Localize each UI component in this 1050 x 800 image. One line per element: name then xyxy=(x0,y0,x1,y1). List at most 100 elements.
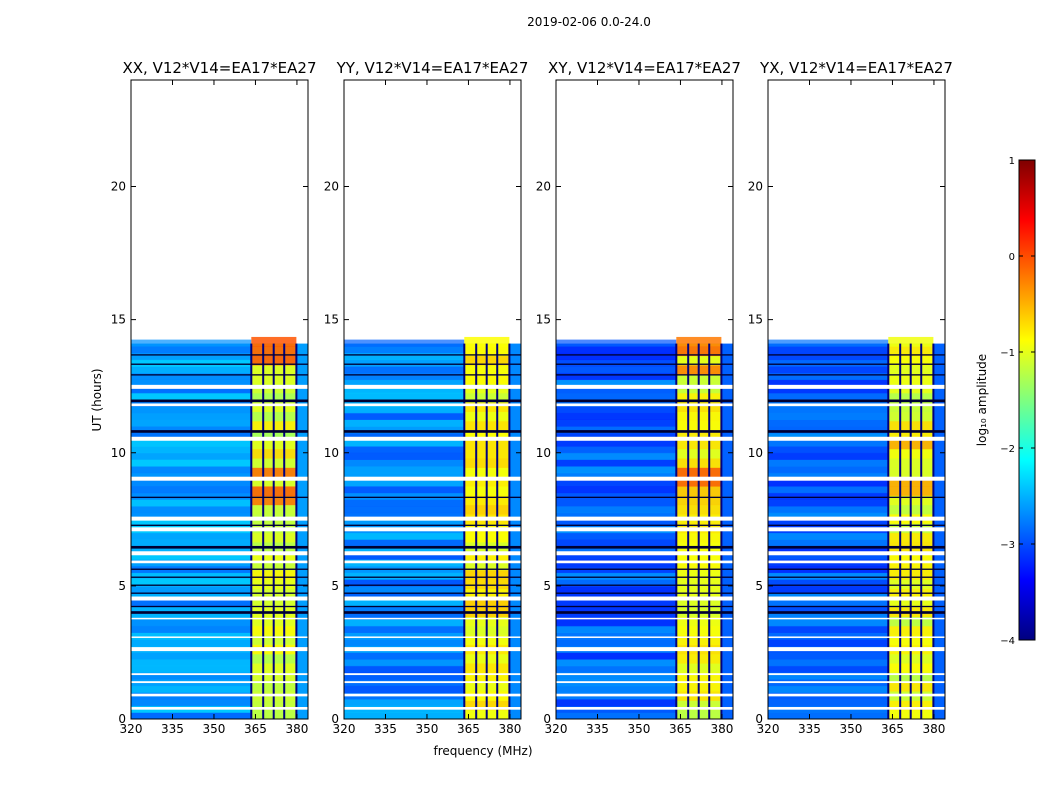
noise-row xyxy=(131,412,252,420)
noise-row xyxy=(556,685,677,693)
flagged-gap xyxy=(768,596,945,601)
axes-frame xyxy=(130,79,309,720)
noise-row xyxy=(131,492,252,500)
noise-row xyxy=(131,699,252,707)
noise-row xyxy=(768,605,889,613)
x-tick-label: 335 xyxy=(586,722,609,736)
noise-row xyxy=(768,699,889,707)
noise-row xyxy=(131,399,252,407)
noise-row xyxy=(131,612,252,620)
dark-row xyxy=(344,363,521,365)
noise-row xyxy=(768,406,889,414)
dark-row xyxy=(768,363,945,365)
flagged-gap xyxy=(768,707,945,710)
noise-row xyxy=(556,506,677,514)
noise-row xyxy=(768,506,889,514)
noise-row xyxy=(556,412,677,420)
dark-row xyxy=(344,524,521,526)
y-tick-label: 20 xyxy=(536,180,551,194)
x-tick-label: 380 xyxy=(710,722,733,736)
flagged-gap xyxy=(131,681,308,684)
noise-row xyxy=(344,579,465,587)
panel-2: YY, V12*V14=EA17*EA27 320 335 350 365 380 0 5 10… xyxy=(324,59,529,736)
spectrogram-image xyxy=(556,336,733,719)
noise-row xyxy=(556,419,677,427)
dark-row xyxy=(556,354,733,356)
noise-row xyxy=(131,625,252,633)
noise-row xyxy=(768,479,889,487)
x-tick-label: 350 xyxy=(203,722,226,736)
noise-row xyxy=(131,359,252,367)
dark-row xyxy=(131,524,308,526)
noise-row xyxy=(556,652,677,660)
noise-row xyxy=(768,392,889,400)
noise-row xyxy=(344,472,465,480)
flagged-gap xyxy=(131,476,308,481)
dark-row xyxy=(344,605,521,608)
noise-row xyxy=(556,639,677,647)
flagged-gap xyxy=(768,693,945,697)
noise-row xyxy=(556,632,677,640)
noise-row xyxy=(768,632,889,640)
noise-row xyxy=(344,439,465,447)
flagged-gap xyxy=(344,527,521,532)
panel-title: YY, V12*V14=EA17*EA27 xyxy=(336,59,529,77)
dark-row xyxy=(556,584,733,586)
dark-row xyxy=(131,568,308,570)
colorbar-gradient xyxy=(1018,159,1036,641)
noise-row xyxy=(768,672,889,680)
noise-row xyxy=(556,625,677,633)
dark-row xyxy=(768,605,945,608)
dark-row xyxy=(768,496,945,499)
flagged-gap xyxy=(768,551,945,556)
colorbar-label: log₁₀ amplitude xyxy=(975,354,989,446)
noise-row xyxy=(768,432,889,440)
dark-row xyxy=(556,399,733,403)
flagged-gap xyxy=(344,673,521,676)
dark-row xyxy=(131,584,308,586)
noise-row xyxy=(344,605,465,613)
flagged-gap xyxy=(131,527,308,532)
noise-row xyxy=(131,579,252,587)
colorbar-tick-label: 1 xyxy=(1009,156,1015,167)
dark-row xyxy=(344,430,521,433)
noise-row xyxy=(768,339,889,347)
noise-row xyxy=(131,652,252,660)
noise-row xyxy=(344,479,465,487)
noise-row xyxy=(556,599,677,607)
noise-row xyxy=(556,386,677,394)
noise-row xyxy=(344,339,465,347)
dark-row xyxy=(768,576,945,578)
band-row xyxy=(676,336,722,347)
flagged-gap xyxy=(131,436,308,441)
noise-row xyxy=(344,486,465,494)
noise-row xyxy=(131,479,252,487)
panel-title: YX, V12*V14=EA17*EA27 xyxy=(759,59,953,77)
y-tick-label: 5 xyxy=(331,579,339,593)
dark-row xyxy=(344,611,521,614)
noise-row xyxy=(344,612,465,620)
noise-row xyxy=(768,619,889,627)
flagged-gap xyxy=(131,647,308,652)
noise-row xyxy=(768,592,889,600)
noise-row xyxy=(768,459,889,467)
x-tick-label: 320 xyxy=(120,722,143,736)
x-tick-label: 350 xyxy=(840,722,863,736)
flagged-gap xyxy=(768,617,945,620)
flagged-gap xyxy=(131,617,308,620)
noise-row xyxy=(344,625,465,633)
noise-row xyxy=(556,486,677,494)
noise-row xyxy=(556,619,677,627)
noise-row xyxy=(768,652,889,660)
noise-row xyxy=(768,512,889,520)
flagged-gap xyxy=(556,636,733,638)
noise-row xyxy=(131,519,252,527)
noise-row xyxy=(556,545,677,554)
flagged-gap xyxy=(131,551,308,556)
noise-row xyxy=(131,372,252,381)
noise-row xyxy=(131,659,252,667)
noise-row xyxy=(344,392,465,400)
y-tick-label: 10 xyxy=(536,446,551,460)
y-tick-label: 5 xyxy=(543,579,551,593)
noise-row xyxy=(344,572,465,580)
